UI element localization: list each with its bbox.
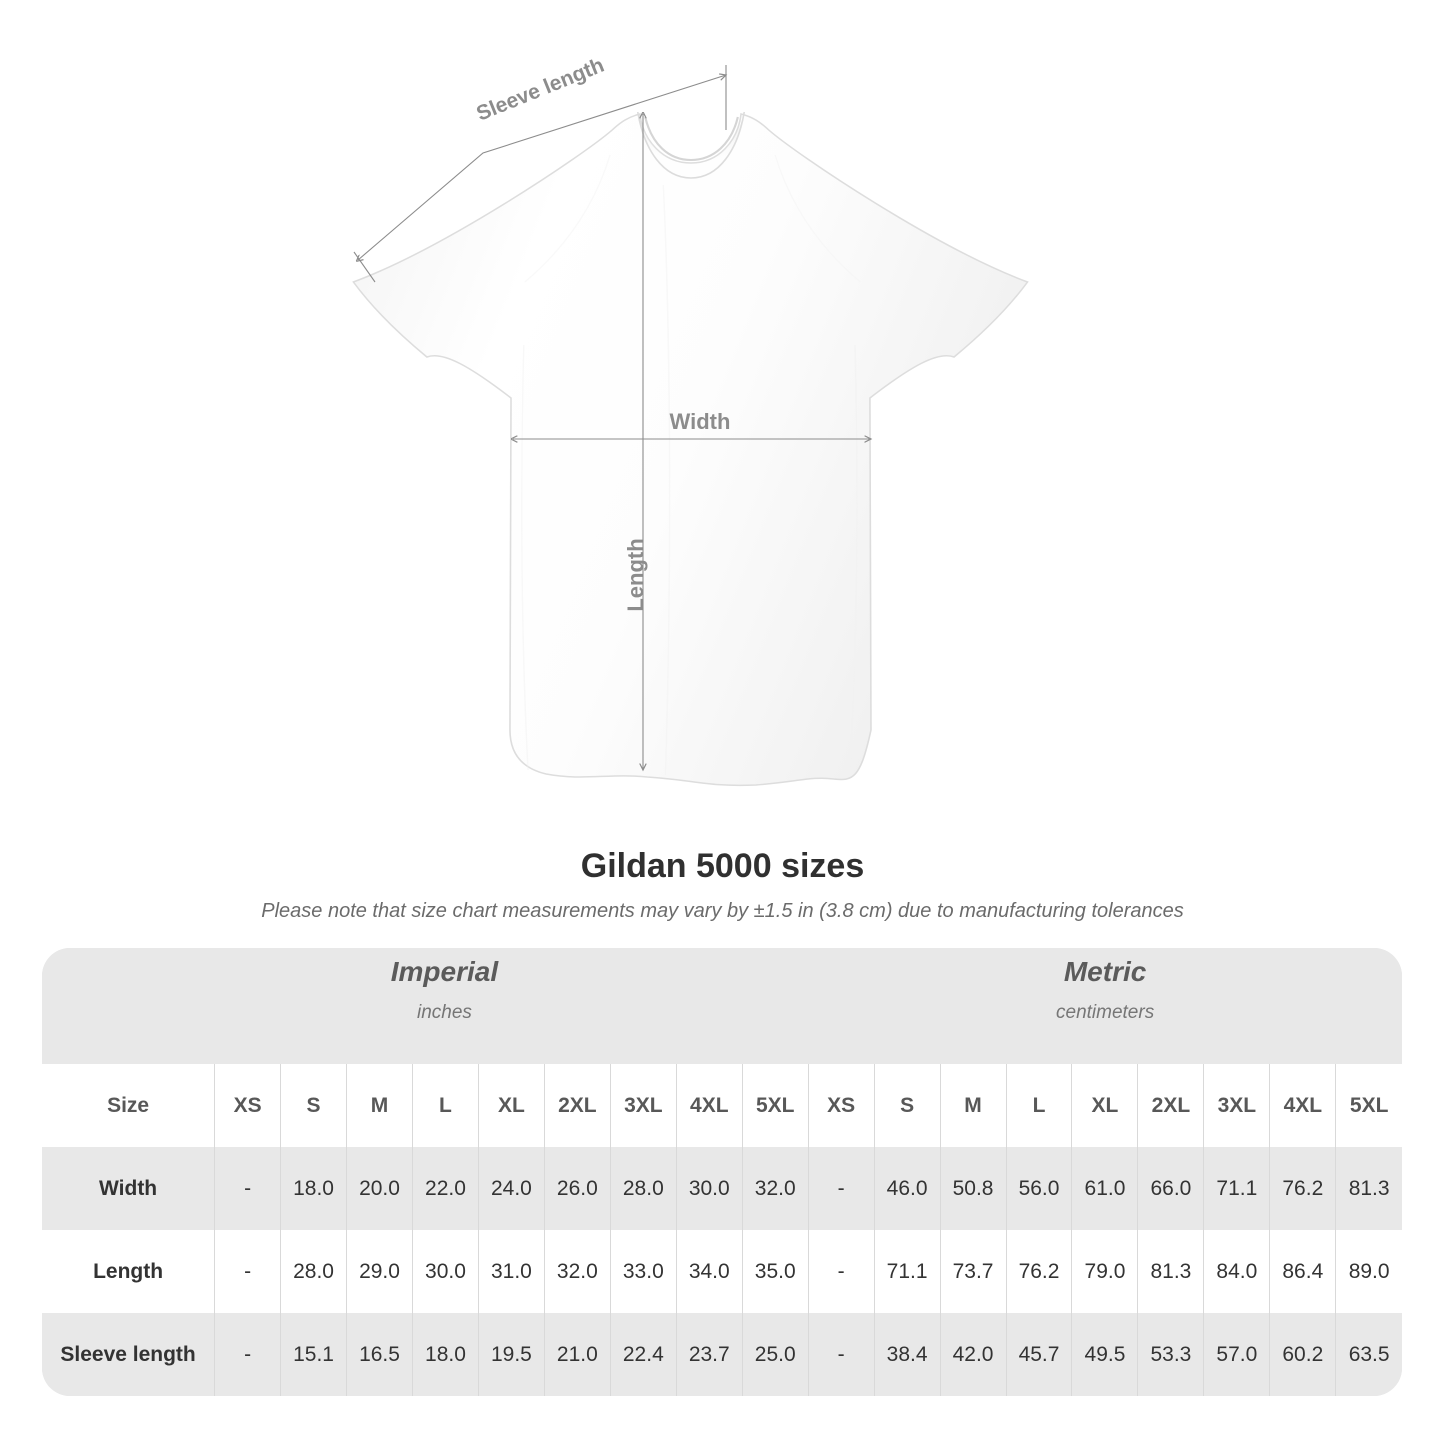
svg-text:Sleeve length: Sleeve length bbox=[473, 54, 607, 126]
svg-text:Width: Width bbox=[670, 409, 731, 434]
svg-text:Length: Length bbox=[623, 538, 648, 611]
